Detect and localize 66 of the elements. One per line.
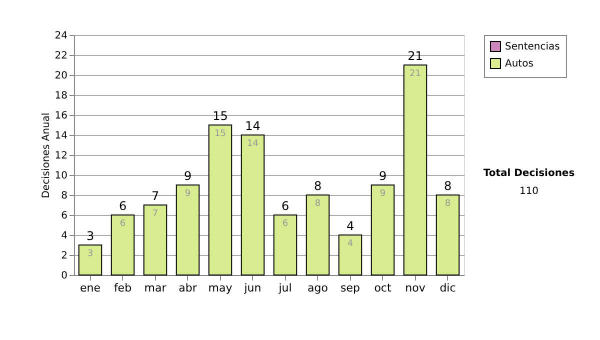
data-label: 3 <box>87 249 94 259</box>
data-label: 9 <box>184 189 191 199</box>
bar <box>78 244 102 276</box>
total-label: 8 <box>314 179 322 193</box>
total-label: 7 <box>151 189 160 203</box>
x-tick-label: ene <box>80 282 101 294</box>
y-tick-label: 14 <box>54 130 68 142</box>
y-tick-label: 22 <box>54 50 68 62</box>
x-tick-label: abr <box>178 282 198 294</box>
y-tick-label: 18 <box>54 90 68 102</box>
text: Total Decisiones <box>483 168 575 179</box>
total-label: 4 <box>346 219 354 233</box>
y-axis-title: Decisiones Anual <box>40 112 52 198</box>
bar <box>436 194 460 276</box>
bar <box>403 64 428 276</box>
x-tick-label: feb <box>114 282 132 294</box>
bar <box>306 194 330 276</box>
bar <box>176 184 200 276</box>
total-label: 9 <box>184 169 192 183</box>
y-tick-label: 24 <box>54 30 68 42</box>
y-tick-label: 20 <box>54 70 68 82</box>
bar <box>338 234 362 276</box>
data-label: 21 <box>410 69 421 79</box>
y-tick-label: 8 <box>61 190 68 202</box>
data-label: 9 <box>380 189 386 199</box>
x-tick-label: mar <box>144 282 167 294</box>
data-label: 15 <box>214 129 226 139</box>
total-label: 3 <box>86 229 94 243</box>
data-label: 4 <box>347 239 354 249</box>
x-tick-label: jul <box>278 282 292 294</box>
x-tick-label: dic <box>440 282 456 294</box>
y-tick-label: 12 <box>54 150 68 162</box>
x-tick-label: nov <box>405 282 426 294</box>
total-label: 8 <box>444 179 452 193</box>
text: 110 <box>519 186 539 197</box>
y-tick-label: 2 <box>61 250 68 262</box>
bar <box>110 214 135 276</box>
x-tick-label: jun <box>243 282 262 294</box>
x-tick-label: ago <box>308 282 328 294</box>
bar <box>143 204 168 276</box>
total-label: 6 <box>281 199 290 213</box>
data-label: 8 <box>444 199 451 209</box>
legend-label: Autos <box>505 58 534 70</box>
bar <box>208 124 232 276</box>
x-tick-label: sep <box>340 282 360 294</box>
bar <box>370 184 395 276</box>
data-label: 8 <box>314 199 321 209</box>
total-label: 9 <box>378 169 387 183</box>
total-label: 14 <box>245 119 260 133</box>
data-label: 14 <box>247 139 259 149</box>
y-tick-label: 16 <box>54 110 68 122</box>
y-tick-label: 6 <box>61 210 68 222</box>
total-label: 21 <box>408 49 423 63</box>
data-label: 7 <box>152 209 158 219</box>
total-label: 6 <box>118 199 127 213</box>
x-tick-label: oct <box>374 282 392 294</box>
y-tick-label: 4 <box>61 230 68 242</box>
x-tick-label: may <box>208 282 233 294</box>
bar <box>240 134 265 276</box>
legend-label: Sentencias <box>505 42 560 52</box>
data-label: 6 <box>120 219 126 229</box>
y-tick-label: 10 <box>54 170 68 182</box>
data-label: 6 <box>282 219 288 229</box>
total-label: 15 <box>212 109 228 123</box>
y-tick-label: 0 <box>61 270 68 282</box>
bar <box>273 214 298 276</box>
